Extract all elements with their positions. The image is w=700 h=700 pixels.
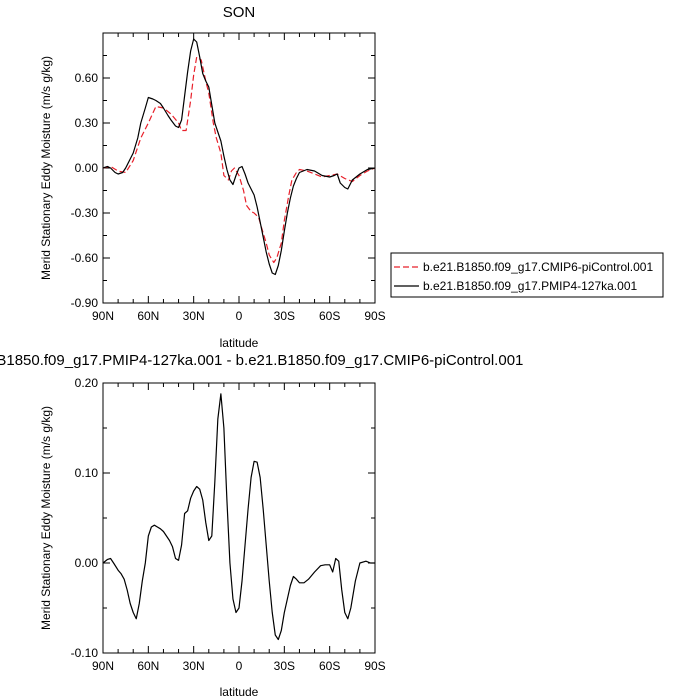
top-y-tick-label: 0.60 — [75, 71, 99, 85]
bottom-x-tick-label: 90S — [364, 659, 385, 673]
top-y-tick-label: -0.90 — [71, 296, 99, 310]
top-y-tick-label: 0.00 — [75, 161, 99, 175]
top-x-tick-label: 30N — [183, 309, 205, 323]
top-y-tick-label: -0.30 — [71, 206, 99, 220]
bottom-y-tick-label: -0.10 — [71, 646, 99, 660]
legend-label-127ka: b.e21.B1850.f09_g17.PMIP4-127ka.001 — [423, 279, 637, 293]
bottom-y-axis-title: Merid Stationary Eddy Moisture (m/s g/kg… — [39, 406, 53, 630]
top-series-lines — [102, 38, 376, 276]
top-x-tick-label: 30S — [274, 309, 295, 323]
top-x-tick-label: 90N — [92, 309, 114, 323]
bottom-y-tick-label: 0.10 — [75, 466, 99, 480]
bottom-x-tick-label: 0 — [236, 659, 243, 673]
bottom-y-tick-label: 0.00 — [75, 556, 99, 570]
bottom-x-axis-title: latitude — [220, 685, 259, 699]
bottom-x-tick-label: 90N — [92, 659, 114, 673]
top-x-tick-label: 60S — [319, 309, 340, 323]
top-series-line-1 — [102, 56, 376, 264]
legend-box — [390, 252, 664, 298]
bottom-x-tick-label: 60N — [137, 659, 159, 673]
bottom-panel: b.e21.B1850.f09_g17.PMIP4-127ka.001 - b.… — [0, 352, 523, 699]
top-panel: SON 90N 60N 30N 0 30S 60S 90S -0.90 -0.60 -0.30 0.… — [39, 4, 386, 350]
top-x-tick-label: 90S — [364, 309, 385, 323]
bottom-chart-title: b.e21.B1850.f09_g17.PMIP4-127ka.001 - b.… — [0, 352, 523, 369]
bottom-x-tick-label: 60S — [319, 659, 340, 673]
top-x-tick-label: 60N — [137, 309, 159, 323]
top-x-axis-title: latitude — [220, 336, 259, 350]
bottom-series-line-1 — [102, 393, 375, 641]
top-axis-ticks: 90N 60N 30N 0 30S 60S 90S -0.90 -0.60 -0.30 0.00 0.… — [71, 32, 386, 323]
top-y-axis-title: Merid Stationary Eddy Moisture (m/s g/kg… — [39, 56, 53, 280]
bottom-axis-ticks: 90N 60N 30N 0 30S 60S 90S -0.10 0.00 0.10 0.20 — [71, 376, 386, 673]
bottom-x-tick-label: 30S — [274, 659, 295, 673]
legend-label-picontrol: b.e21.B1850.f09_g17.CMIP6-piControl.001 — [423, 260, 653, 274]
top-x-tick-label: 0 — [236, 309, 243, 323]
bottom-plot-frame — [102, 382, 376, 654]
top-series-line-2 — [102, 38, 376, 276]
top-chart-title: SON — [223, 4, 256, 21]
legend: b.e21.B1850.f09_g17.CMIP6-piControl.001 … — [390, 252, 664, 298]
top-y-tick-label: -0.60 — [71, 251, 99, 265]
bottom-x-tick-label: 30N — [183, 659, 205, 673]
top-y-tick-label: 0.30 — [75, 116, 99, 130]
bottom-y-tick-label: 0.20 — [75, 376, 99, 390]
bottom-series-lines — [102, 393, 375, 641]
